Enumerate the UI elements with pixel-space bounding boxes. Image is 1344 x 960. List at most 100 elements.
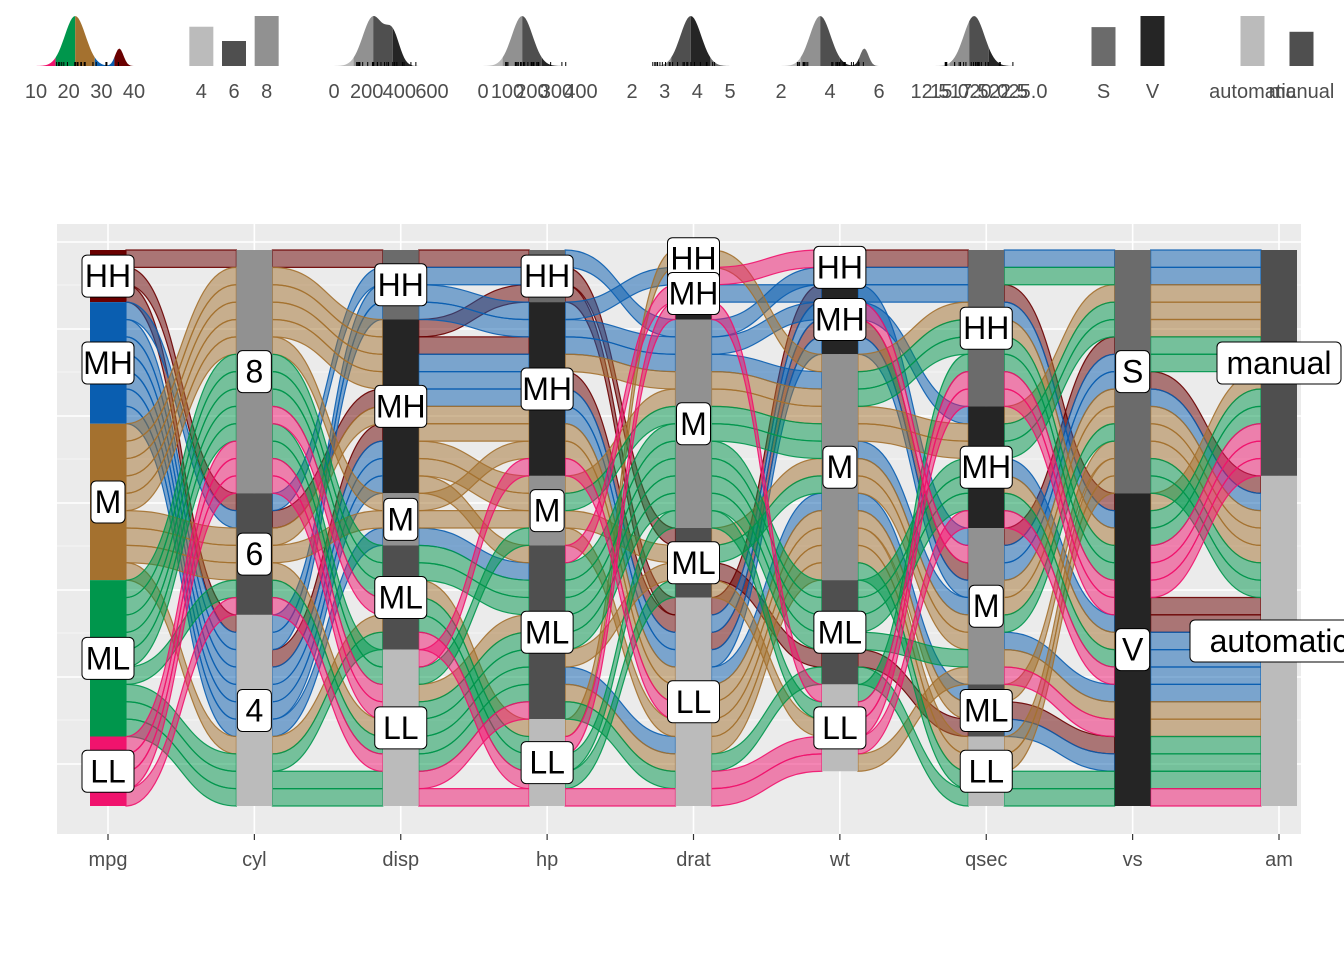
top-tick-label: 20 [58,81,80,103]
stratum-label-hp-MH: MH [520,367,574,411]
top-tick-label: V [1146,81,1160,103]
flow-lode [1003,770,1116,790]
flow-lode [418,788,530,807]
top-density-segment [651,57,672,66]
top-tick-label: 20.0 [969,81,1008,103]
stratum-label-drat-HH: HH [667,237,720,281]
top-density-segment [75,16,95,66]
flow-lode [125,249,237,268]
stratum-label-am-manual: manual [1216,341,1342,385]
flow-lode [1003,788,1116,807]
stratum-label-wt-LL: LL [813,706,867,750]
label-box [374,263,428,307]
top-density-segment [334,57,354,66]
flow-lode [1150,788,1262,807]
flow-lode [857,284,969,303]
top-density-segment [522,16,542,66]
label-text: M [387,501,414,537]
top-density-segment [969,16,989,66]
stratum-label-disp-LL: LL [374,706,428,750]
label-text: V [1122,632,1144,668]
label-box [959,688,1013,732]
flow-lode [1150,770,1262,790]
label-box [968,584,1004,628]
label-text: ML [671,545,715,581]
label-box [520,610,574,654]
label-text: MH [961,449,1011,485]
flow-lode [418,266,530,286]
top-panel-mpg: 10 20 30 40 [25,16,145,103]
top-density-segment [820,16,840,66]
label-box [667,680,720,724]
label-text: LL [676,684,712,720]
top-tick-label: 200 [350,81,383,103]
top-tick-label: 400 [564,81,597,103]
label-text: MH [522,371,572,407]
top-tick-label: 40 [123,81,145,103]
top-density-segment [502,16,523,66]
label-box [81,749,135,793]
label-text: HH [524,258,570,294]
label-box [1189,619,1344,663]
top-density-segment [800,16,821,66]
top-tick-label: 4 [824,81,835,103]
label-box [90,480,126,524]
x-tick-label-mpg: mpg [89,849,128,871]
label-text: automatic [1210,623,1344,659]
flow-lode [1150,301,1262,321]
stratum-label-qsec-LL: LL [959,749,1013,793]
x-axis: mpg cyl disp hp drat wt qsec vs am [89,834,1293,871]
flow-lode [1150,666,1262,685]
strata-labels: HHMHMMLLL864HHMHMMLLLHHMHMMLLLHHMHMMLLLH… [81,237,1344,793]
stratum-label-cyl-6: 6 [236,532,272,576]
top-panel-disp: 0 200 400 600 [328,16,449,103]
stratum-label-cyl-4: 4 [236,688,272,732]
flow-lode [1150,266,1262,286]
top-tick-label: 0 [328,81,339,103]
label-text: HH [817,249,863,285]
stratum-label-hp-M: M [529,489,565,533]
label-box [383,497,419,541]
top-density-segment [412,65,432,66]
label-text: LL [529,745,565,781]
label-text: S [1122,354,1143,390]
flow-lode [271,788,384,807]
top-tick-label: manual [1269,81,1335,103]
top-tick-label: 6 [873,81,884,103]
top-density-segment [781,57,801,66]
label-text: LL [383,710,419,746]
top-bar [1240,16,1265,66]
label-text: MH [669,275,719,311]
top-tick-label: S [1097,81,1110,103]
flow-lode [1150,718,1262,738]
x-tick-label-am: am [1265,849,1293,871]
top-tick-label: 3 [659,81,670,103]
label-text: M [680,406,707,442]
flow-lode [1150,249,1262,268]
top-bar [189,26,214,66]
label-box [236,532,272,576]
label-text: ML [525,614,569,650]
top-density-segment [392,27,413,66]
top-tick-label: 400 [383,81,416,103]
flow-lode [1150,701,1262,720]
top-density-segment [949,21,970,66]
label-box [81,636,135,680]
top-tick-label: 100 [491,81,524,103]
label-box [822,445,858,489]
label-text: MH [83,345,133,381]
top-tick-label: 4 [692,81,703,103]
label-text: manual [1227,345,1332,381]
x-tick-label-hp: hp [536,849,558,871]
stratum-label-hp-ML: ML [520,610,574,654]
label-box [959,749,1013,793]
stratum-label-hp-LL: LL [520,741,574,785]
top-tick-label: 17.5 [950,81,989,103]
flow-lode [418,388,530,407]
stratum-label-vs-S: S [1115,350,1151,394]
alluvial-flows [125,249,1262,807]
stratum-label-cyl-8: 8 [236,350,272,394]
top-tick-label: 600 [415,81,448,103]
